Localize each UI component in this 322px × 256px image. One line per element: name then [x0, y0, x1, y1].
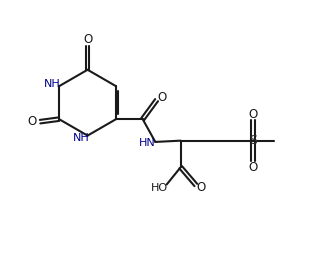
- Text: O: O: [157, 91, 167, 104]
- Text: O: O: [83, 33, 92, 46]
- Text: NH: NH: [73, 133, 90, 143]
- Text: O: O: [248, 161, 258, 174]
- Text: O: O: [28, 115, 37, 128]
- Text: O: O: [248, 108, 258, 121]
- Text: HO: HO: [151, 183, 168, 193]
- Text: O: O: [197, 180, 206, 194]
- Text: NH: NH: [43, 79, 60, 89]
- Text: S: S: [249, 134, 257, 147]
- Text: HN: HN: [139, 138, 156, 148]
